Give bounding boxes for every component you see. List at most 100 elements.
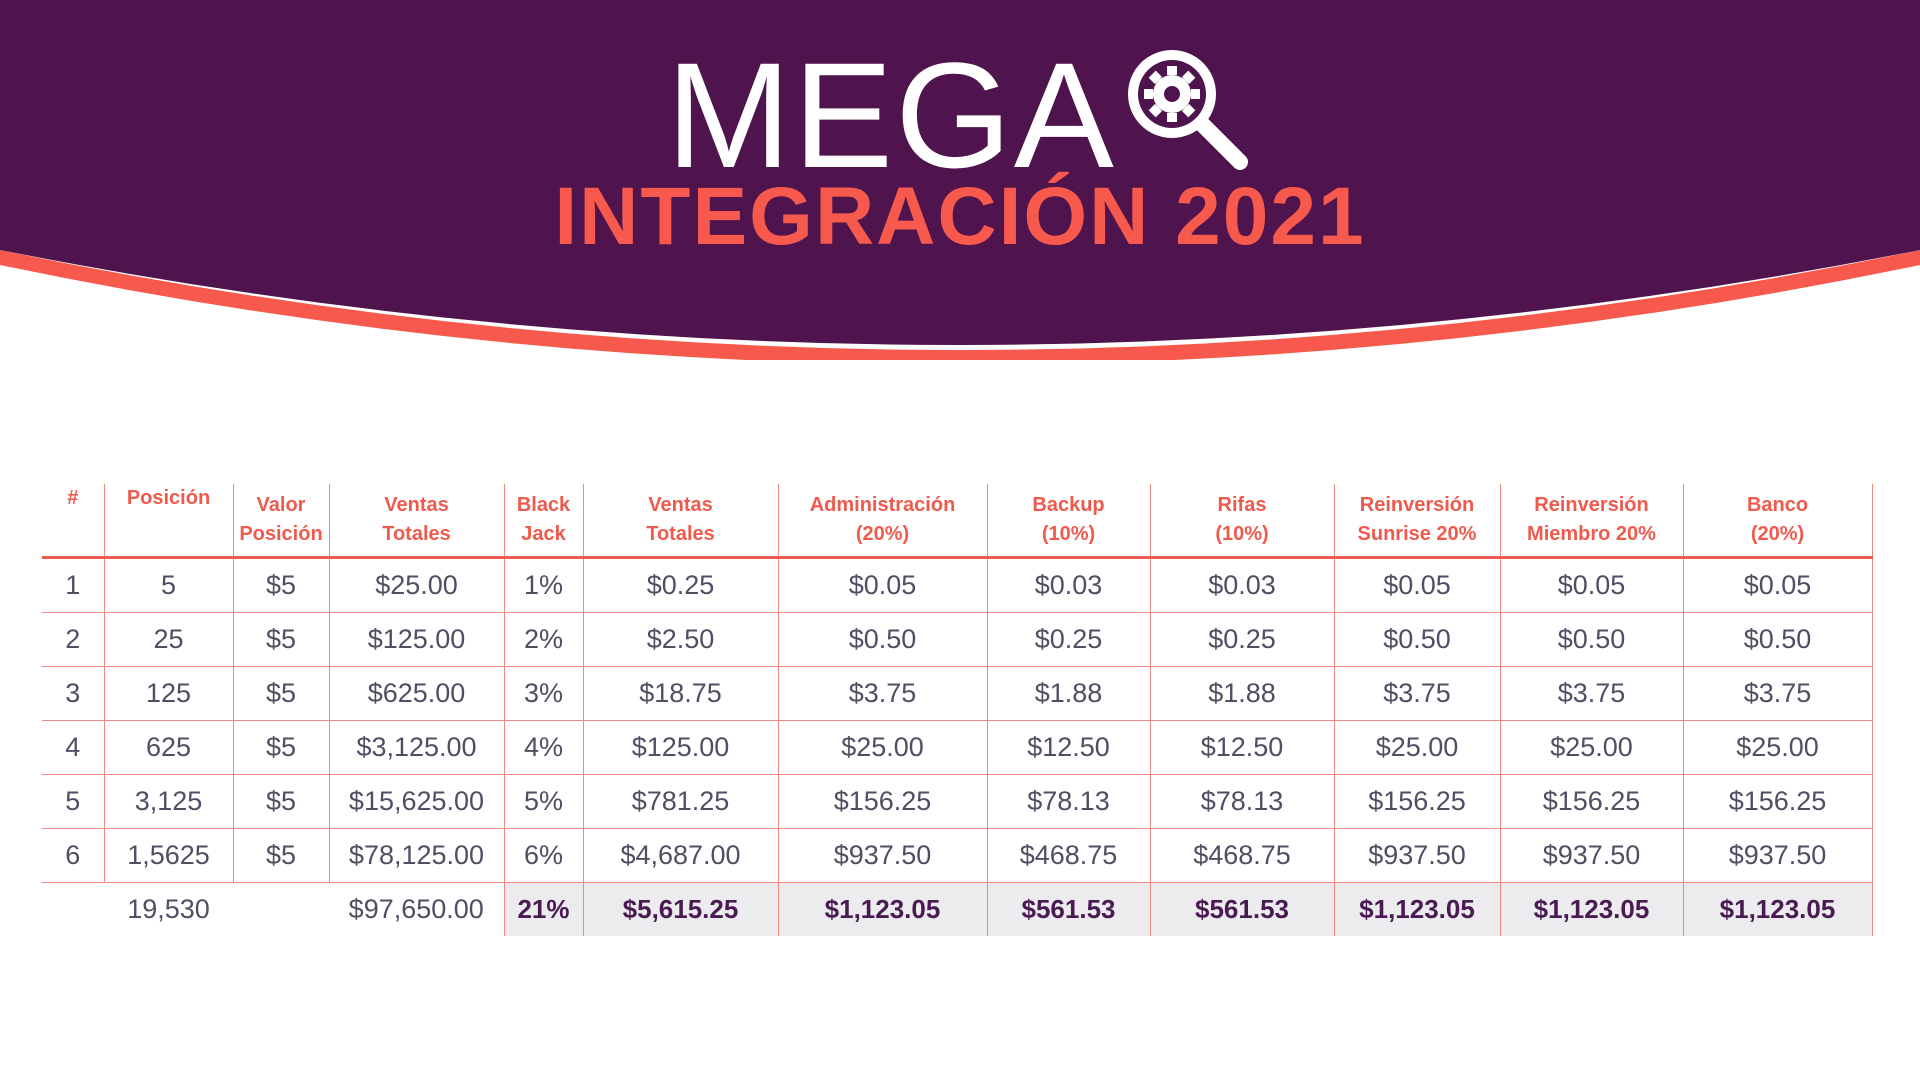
col-header-administracion: Administración (20%) [777,484,988,559]
cell-ventas-totales-bj: $2.50 [582,612,779,667]
page-subtitle: INTEGRACIÓN 2021 [554,171,1366,262]
cell-valor-posicion: $5 [232,557,330,613]
cell-backup: $0.25 [986,612,1151,667]
cell-banco: $156.25 [1682,774,1873,829]
cell-black-jack: 6% [503,828,584,883]
cell-number: 2 [42,612,105,667]
cell-reinversion-sunrise: $156.25 [1333,774,1501,829]
cell-valor-posicion: $5 [232,828,330,883]
cell-administracion: $0.05 [777,557,988,613]
col-header-posicion: Posición [103,484,234,559]
cell-ventas-totales-bj: $18.75 [582,666,779,721]
total-posiciones: 19,530 [104,882,233,936]
cell-posicion: 625 [103,720,234,775]
totals-row: 19,530 $97,650.00 21% $5,615.25 $1,123.0… [42,882,1873,936]
cell-valor-posicion: $5 [232,666,330,721]
cell-rifas: $12.50 [1149,720,1335,775]
col-header-reinversion-miembro: Reinversión Miembro 20% [1499,484,1684,559]
banner-accent-curve [0,250,1920,360]
total-number-empty [42,882,104,936]
cell-administracion: $0.50 [777,612,988,667]
total-reinversion-sunrise: $1,123.05 [1333,882,1501,936]
cell-posicion: 3,125 [103,774,234,829]
col-header-reinversion-sunrise: Reinversión Sunrise 20% [1333,484,1501,559]
col-header-ventas-totales: Ventas Totales [328,484,505,559]
cell-valor-posicion: $5 [232,720,330,775]
cell-rifas: $0.03 [1149,557,1335,613]
cell-ventas-totales: $15,625.00 [328,774,505,829]
cell-rifas: $78.13 [1149,774,1335,829]
cell-ventas-totales: $25.00 [328,557,505,613]
col-header-valor-posicion: Valor Posición [232,484,330,559]
cell-number: 5 [42,774,105,829]
total-reinversion-miembro: $1,123.05 [1499,882,1684,936]
cell-banco: $25.00 [1682,720,1873,775]
cell-administracion: $3.75 [777,666,988,721]
cell-backup: $468.75 [986,828,1151,883]
table-row: 5 3,125 $5 $15,625.00 5% $781.25 $156.25… [42,774,1873,829]
total-backup: $561.53 [986,882,1151,936]
cell-reinversion-sunrise: $3.75 [1333,666,1501,721]
cell-black-jack: 5% [503,774,584,829]
col-header-black-jack: Black Jack [503,484,584,559]
cell-banco: $937.50 [1682,828,1873,883]
col-header-number: # [42,484,105,559]
cell-number: 6 [42,828,105,883]
cell-ventas-totales: $78,125.00 [328,828,505,883]
col-header-backup: Backup (10%) [986,484,1151,559]
total-black-jack: 21% [503,882,584,936]
cell-banco: $0.50 [1682,612,1873,667]
cell-black-jack: 2% [503,612,584,667]
total-valor-empty [233,882,329,936]
magnifier-gear-icon [1127,50,1248,170]
cell-reinversion-miembro: $25.00 [1499,720,1684,775]
table-row: 2 25 $5 $125.00 2% $2.50 $0.50 $0.25 $0.… [42,612,1873,667]
total-rifas: $561.53 [1149,882,1335,936]
col-header-banco: Banco (20%) [1682,484,1873,559]
cell-banco: $0.05 [1682,557,1873,613]
cell-posicion: 1,5625 [103,828,234,883]
cell-posicion: 125 [103,666,234,721]
cell-ventas-totales: $3,125.00 [328,720,505,775]
col-header-ventas-totales-bj: Ventas Totales [582,484,779,559]
cell-reinversion-miembro: $937.50 [1499,828,1684,883]
cell-reinversion-miembro: $0.50 [1499,612,1684,667]
cell-ventas-totales: $125.00 [328,612,505,667]
table-row: 3 125 $5 $625.00 3% $18.75 $3.75 $1.88 $… [42,666,1873,721]
cell-black-jack: 3% [503,666,584,721]
cell-ventas-totales-bj: $0.25 [582,557,779,613]
cell-rifas: $1.88 [1149,666,1335,721]
cell-reinversion-sunrise: $0.05 [1333,557,1501,613]
cell-backup: $0.03 [986,557,1151,613]
brand-wordmark: MEGA [666,31,1116,199]
cell-posicion: 5 [103,557,234,613]
cell-number: 4 [42,720,105,775]
cell-valor-posicion: $5 [232,612,330,667]
total-banco: $1,123.05 [1682,882,1873,936]
cell-reinversion-miembro: $0.05 [1499,557,1684,613]
brand-logo: MEGA [0,40,1920,190]
cell-black-jack: 4% [503,720,584,775]
cell-ventas-totales: $625.00 [328,666,505,721]
cell-valor-posicion: $5 [232,774,330,829]
cell-black-jack: 1% [503,557,584,613]
cell-reinversion-sunrise: $937.50 [1333,828,1501,883]
cell-reinversion-sunrise: $0.50 [1333,612,1501,667]
col-header-rifas: Rifas (10%) [1149,484,1335,559]
cell-ventas-totales-bj: $781.25 [582,774,779,829]
cell-reinversion-miembro: $156.25 [1499,774,1684,829]
cell-administracion: $937.50 [777,828,988,883]
payout-table: # Posición Valor Posición Ventas Totales B… [42,484,1873,936]
cell-posicion: 25 [103,612,234,667]
banner-background [0,0,1920,345]
header-banner [0,0,1920,360]
cell-reinversion-miembro: $3.75 [1499,666,1684,721]
cell-backup: $78.13 [986,774,1151,829]
total-ventas-totales: $97,650.00 [329,882,505,936]
total-administracion: $1,123.05 [777,882,988,936]
cell-administracion: $156.25 [777,774,988,829]
cell-reinversion-sunrise: $25.00 [1333,720,1501,775]
cell-number: 1 [42,557,105,613]
cell-administracion: $25.00 [777,720,988,775]
cell-number: 3 [42,666,105,721]
